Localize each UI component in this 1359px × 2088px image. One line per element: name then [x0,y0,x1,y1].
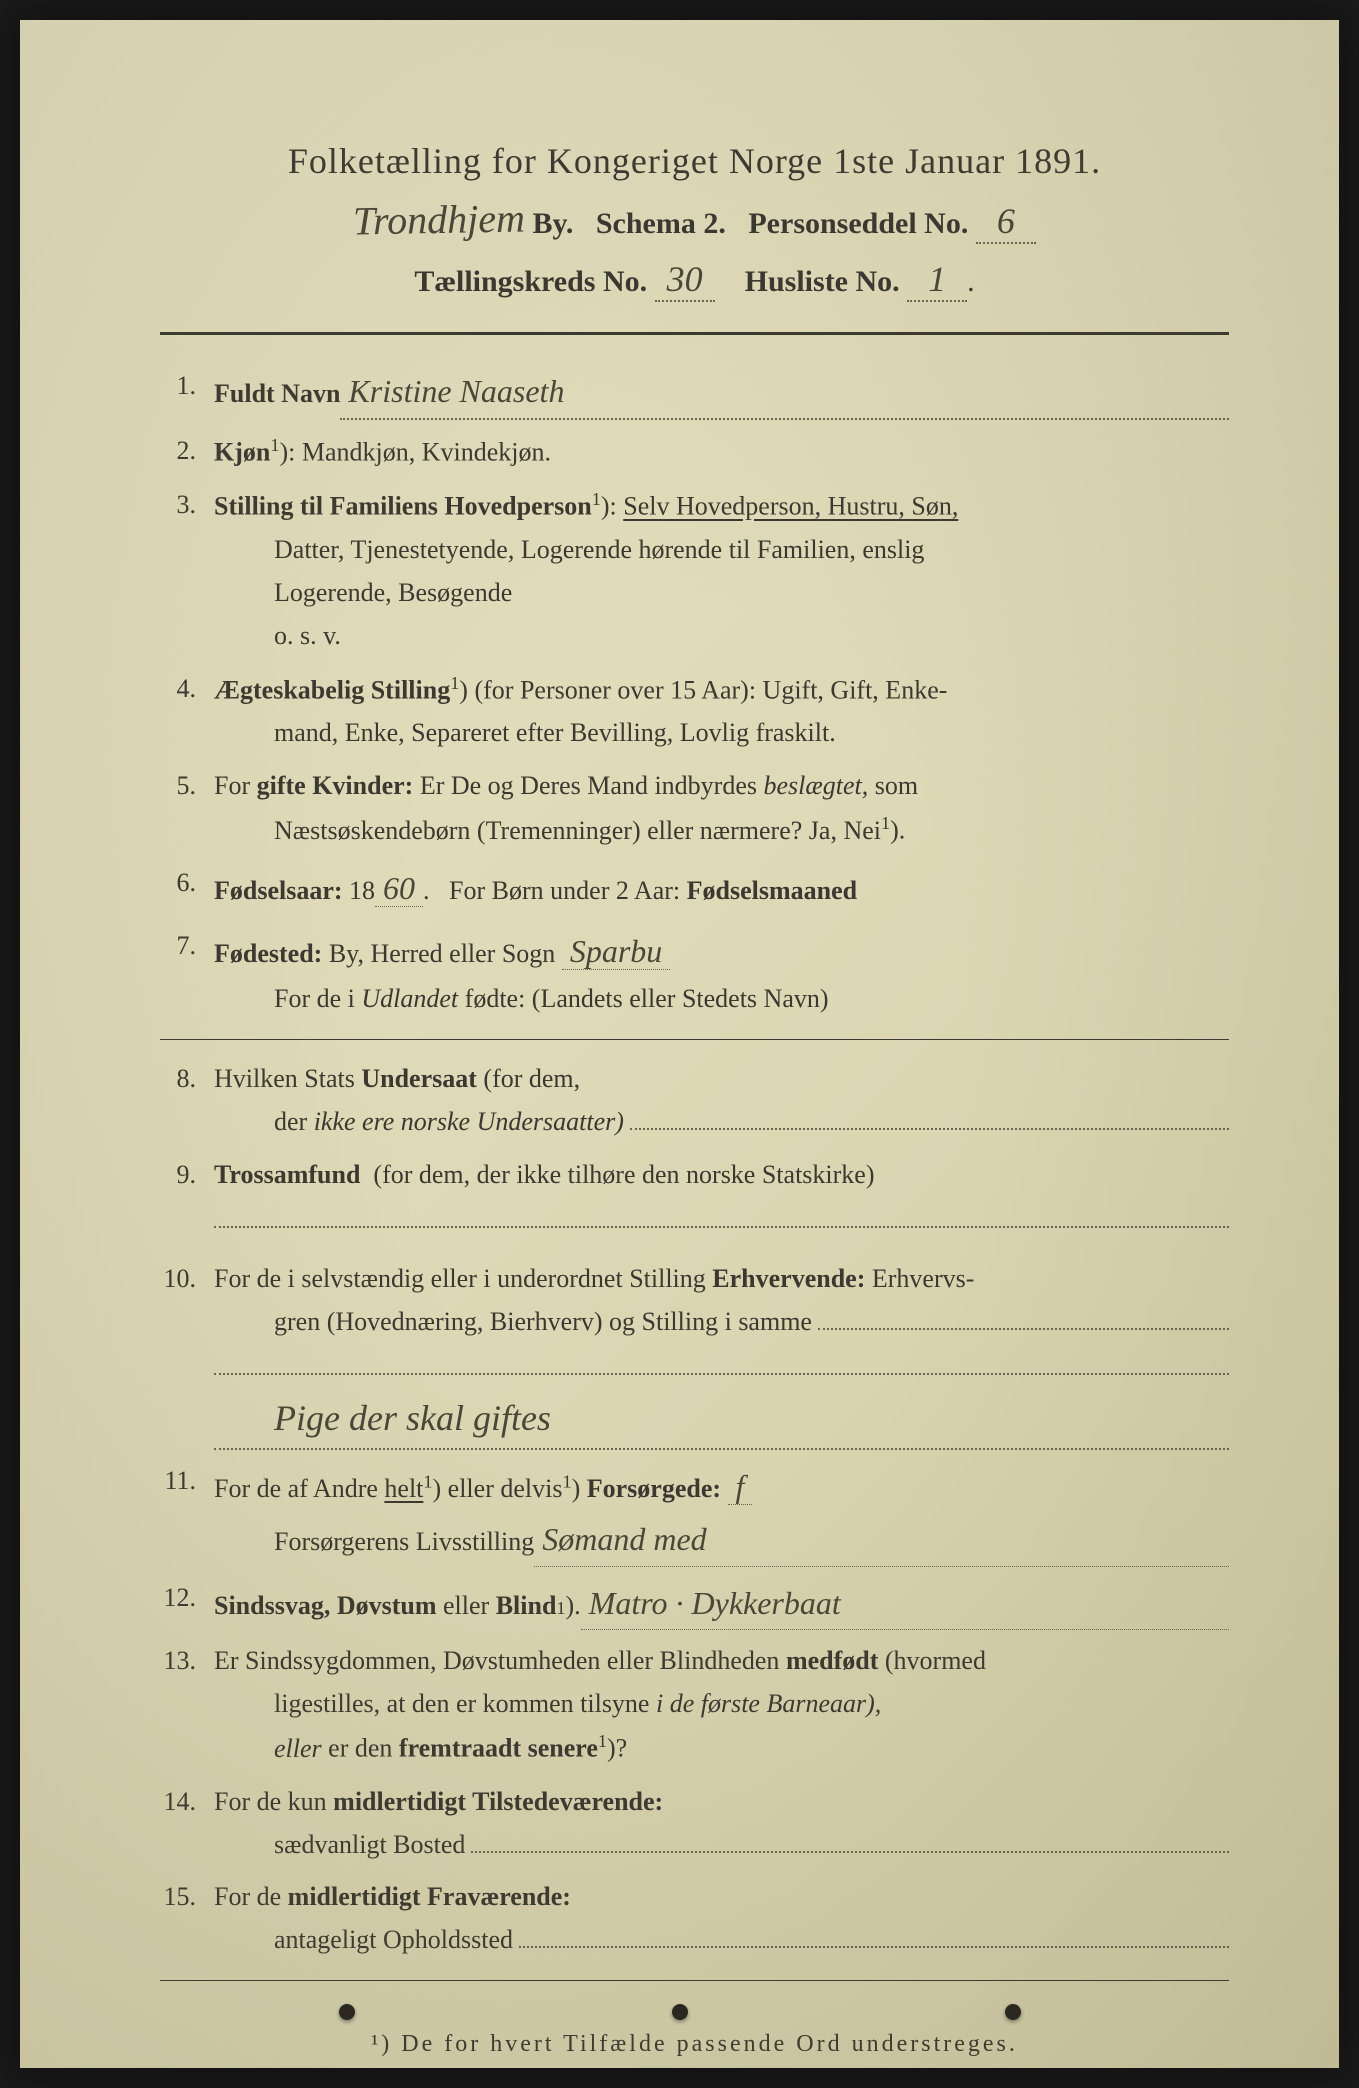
fuldt-navn-label: Fuldt Navn [214,373,340,416]
pin-icon [672,2004,688,2020]
stilling-line4: o. s. v. [214,621,341,650]
personseddel-no: 6 [976,200,1036,244]
schema-label: Schema 2. [596,207,726,240]
divider-1 [160,1039,1229,1040]
item-11: 11. For de af Andre helt1) eller delvis1… [160,1460,1229,1567]
item-10: 10. For de i selvstændig eller i underor… [160,1258,1229,1450]
kreds-no: 30 [655,258,715,302]
pin-icon [1005,2004,1021,2020]
fuldt-navn-value: Kristine Naaseth [340,365,1229,420]
fodested-label: Fødested: [214,939,322,968]
aegteskab-label: Ægteskabelig Stilling [214,675,450,704]
form-header: Folketælling for Kongeriget Norge 1ste J… [160,140,1229,302]
aegteskab-line2: mand, Enke, Separeret efter Bevilling, L… [214,718,836,747]
kreds-line: Tællingskreds No. 30 Husliste No. 1. [160,258,1229,302]
item-3: 3. Stilling til Familiens Hovedperson1):… [160,484,1229,657]
tilstedevaerende-label: midlertidigt Tilstedeværende: [333,1787,663,1816]
item-14: 14. For de kun midlertidigt Tilstedevære… [160,1781,1229,1867]
item-8: 8. Hvilken Stats Undersaat (for dem, der… [160,1058,1229,1144]
by-label: By. [533,207,574,240]
personseddel-label: Personseddel No. [748,207,968,240]
aegteskab-line1: Ugift, Gift, Enke- [763,675,948,704]
kreds-label: Tællingskreds No. [414,265,647,298]
year-value: 60 [375,870,423,907]
header-rule [160,332,1229,335]
undersaat-label: Undersaat [361,1064,477,1093]
sindssvag-value: Matro · Dykkerbaat [581,1577,1229,1631]
form-items: 1. Fuldt Navn Kristine Naaseth 2. Kjøn1)… [160,365,1229,1962]
item-7: 7. Fødested: By, Herred eller Sogn Sparb… [160,925,1229,1021]
item-6: 6. Fødselsaar: 1860. For Børn under 2 Aa… [160,862,1229,915]
item-1: 1. Fuldt Navn Kristine Naaseth [160,365,1229,420]
fravaerende-label: midlertidigt Fraværende: [288,1882,571,1911]
main-title: Folketælling for Kongeriget Norge 1ste J… [160,140,1229,182]
item-15: 15. For de midlertidigt Fraværende: anta… [160,1876,1229,1962]
item-5: 5. For gifte Kvinder: Er De og Deres Man… [160,765,1229,852]
kjon-label: Kjøn [214,437,270,466]
item-4: 4. Ægteskabelig Stilling1) (for Personer… [160,668,1229,755]
kjon-options: Mandkjøn, Kvindekjøn. [302,437,551,466]
husliste-label: Husliste No. [745,265,900,298]
husliste-no: 1 [907,258,967,302]
erhverv-value: Pige der skal giftes [274,1389,551,1448]
pin-icon [339,2004,355,2020]
forsorgede-label: Forsørgede: [587,1474,721,1503]
city-schema-line: Trondhjem By. Schema 2. Personseddel No.… [160,196,1229,244]
footnote: ¹) De for hvert Tilfælde passende Ord un… [160,2031,1229,2058]
footer-rule [160,1980,1229,1981]
forsorgede-val2: Sømand med [534,1513,1229,1567]
erhvervende-label: Erhvervende: [712,1264,865,1293]
sindssvag-label: Sindssvag, Døvstum [214,1585,437,1628]
stilling-line1: Selv Hovedperson, Hustru, Søn, [623,492,958,521]
item-13: 13. Er Sindssygdommen, Døvstumheden elle… [160,1640,1229,1770]
item-9: 9. Trossamfund (for dem, der ikke tilhør… [160,1154,1229,1242]
item-12: 12. Sindssvag, Døvstum eller Blind1). Ma… [160,1577,1229,1631]
census-form-page: Folketælling for Kongeriget Norge 1ste J… [20,20,1339,2068]
gifte-label: gifte Kvinder: [257,771,414,800]
fodested-value: Sparbu [562,933,670,970]
city-handwritten: Trondhjem [353,195,526,245]
trossamfund-label: Trossamfund [214,1160,360,1189]
fodselsaar-label: Fødselsaar: [214,876,343,905]
item-2: 2. Kjøn1): Mandkjøn, Kvindekjøn. [160,430,1229,475]
forsorgede-val1: f [728,1468,753,1505]
stilling-line3: Logerende, Besøgende [214,578,512,607]
stilling-label: Stilling til Familiens Hovedperson [214,492,592,521]
stilling-line2: Datter, Tjenestetyende, Logerende hørend… [214,535,924,564]
binding-pins [20,2004,1339,2020]
